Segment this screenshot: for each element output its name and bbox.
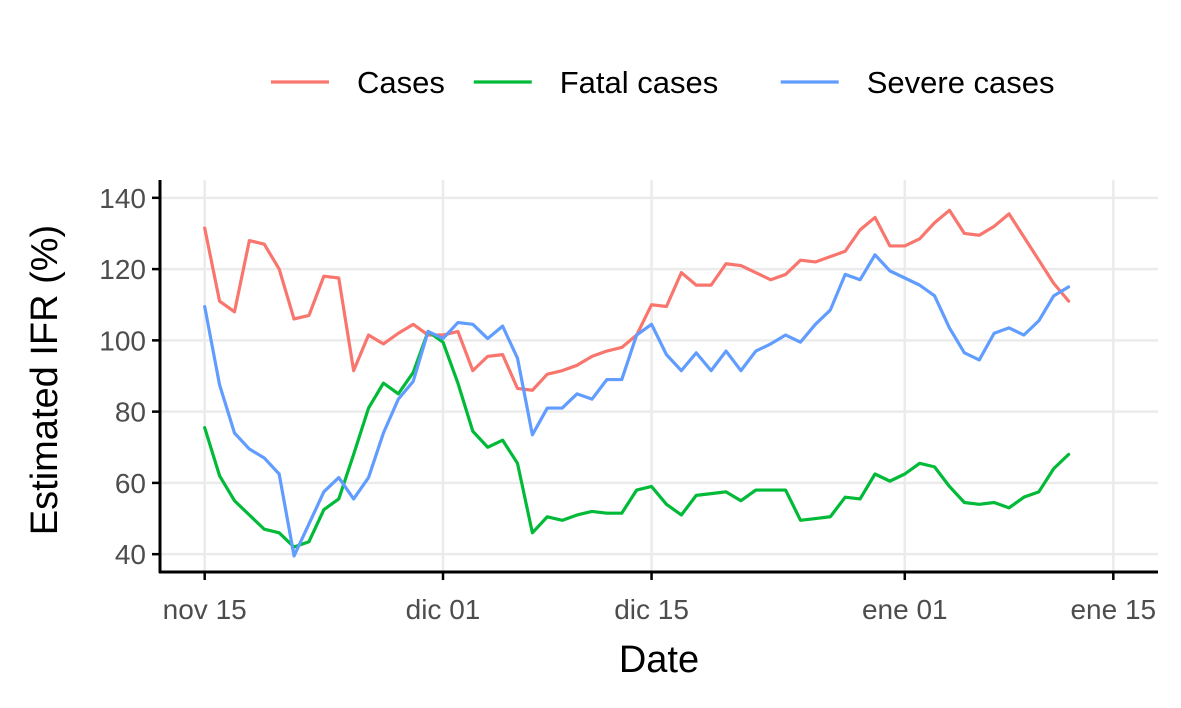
legend-label: Cases — [357, 65, 445, 100]
legend-item: Cases — [270, 65, 445, 100]
legend-label: Fatal cases — [560, 65, 719, 100]
series-line — [203, 253, 1071, 558]
x-tick-label: dic 15 — [614, 594, 689, 625]
series-lines — [203, 208, 1071, 558]
x-tick-label: nov 15 — [163, 594, 247, 625]
x-tick-label: ene 01 — [862, 594, 948, 625]
y-tick-label: 80 — [115, 397, 146, 428]
grid — [160, 180, 1158, 572]
y-tick-label: 140 — [99, 183, 146, 214]
legend-label: Severe cases — [867, 65, 1055, 100]
series-line — [203, 329, 1071, 549]
y-tick-label: 60 — [115, 468, 146, 499]
axes: 40 60 80 100 120 140 nov 15 dic 01 dic 15 ene 01 e… — [99, 180, 1158, 625]
legend-item: Severe cases — [780, 65, 1055, 100]
y-tick-label: 100 — [99, 325, 146, 356]
y-axis-title: Estimated IFR (%) — [24, 225, 66, 535]
y-tick-label: 40 — [115, 539, 146, 570]
legend: Cases Fatal cases Severe cases — [270, 65, 1055, 100]
legend-item: Fatal cases — [473, 65, 719, 100]
x-axis-title: Date — [619, 639, 699, 681]
y-tick-label: 120 — [99, 254, 146, 285]
x-tick-label: ene 15 — [1070, 594, 1156, 625]
series-line — [203, 208, 1071, 392]
x-tick-label: dic 01 — [406, 594, 481, 625]
